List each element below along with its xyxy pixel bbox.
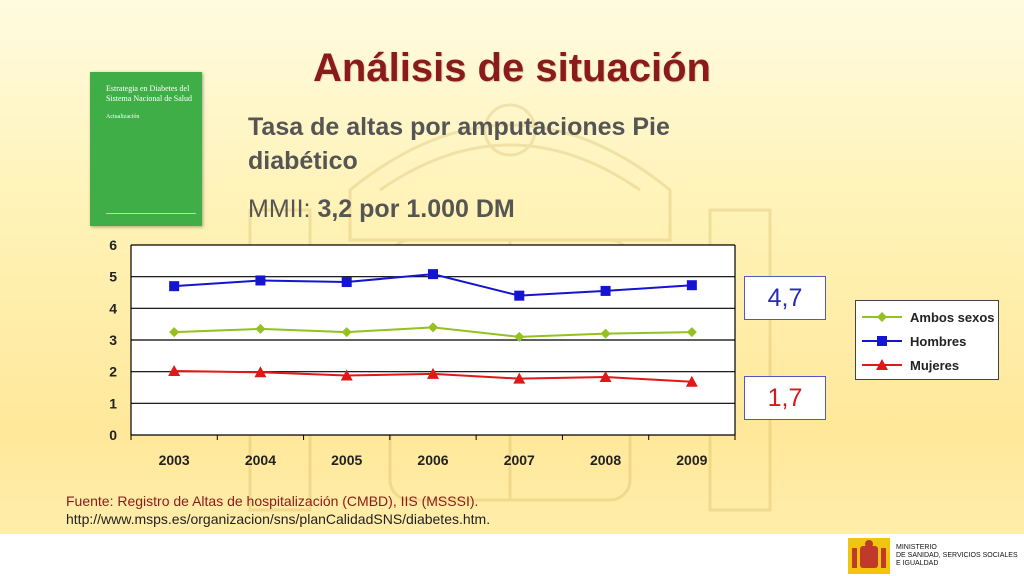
data-point-hombres (341, 277, 352, 288)
legend-label-hombres: Hombres (910, 333, 967, 349)
ministry-line-1: MINISTERIO (896, 544, 937, 551)
ministry-logo: MINISTERIO DE SANIDAD, SERVICIOS SOCIALE… (848, 538, 1024, 574)
ministry-name: MINISTERIO DE SANIDAD, SERVICIOS SOCIALE… (896, 544, 1018, 568)
x-tick-label: 2005 (331, 452, 362, 468)
legend-label-mujeres: Mujeres (910, 357, 960, 373)
ministry-line-2: DE SANIDAD, SERVICIOS SOCIALES (896, 552, 1018, 559)
data-point-hombres (600, 285, 611, 296)
data-point-hombres (514, 290, 525, 301)
data-point-ambos-sexos (341, 327, 352, 338)
legend-swatch-ambos (862, 312, 902, 322)
chart-legend: Ambos sexos Hombres Mujeres (855, 300, 999, 380)
book-subtitle: Actualización (106, 114, 140, 120)
source-link[interactable]: http://www.msps.es/organizacion/sns/plan… (66, 511, 491, 527)
data-point-mujeres (685, 375, 698, 387)
y-tick-label: 5 (109, 269, 117, 285)
data-point-ambos-sexos (255, 323, 266, 334)
legend-label-ambos: Ambos sexos (910, 309, 995, 325)
x-tick-label: 2006 (417, 452, 448, 468)
data-point-mujeres (513, 372, 526, 384)
book-footer-rule (106, 213, 196, 220)
data-point-ambos-sexos (600, 328, 611, 339)
y-tick-label: 0 (109, 427, 117, 443)
data-point-ambos-sexos (514, 331, 525, 342)
legend-item-hombres: Hombres (856, 329, 998, 353)
data-point-mujeres (168, 365, 181, 377)
x-tick-label: 2003 (159, 452, 190, 468)
legend-item-ambos: Ambos sexos (856, 305, 998, 329)
data-point-hombres (428, 269, 438, 280)
strategy-document-cover: Estrategia en Diabetes del Sistema Nacio… (90, 72, 202, 226)
mmii-label: MMII: (248, 195, 311, 223)
slide-subtitle: Tasa de altas por amputaciones Pie diabé… (248, 113, 670, 175)
mujeres-callout: 1,7 (744, 376, 826, 420)
y-tick-label: 3 (109, 332, 117, 348)
ministry-line-3: E IGUALDAD (896, 560, 939, 567)
data-point-hombres (169, 281, 180, 292)
book-title: Estrategia en Diabetes del Sistema Nacio… (106, 84, 192, 103)
x-tick-label: 2008 (590, 452, 621, 468)
legend-swatch-hombres (862, 336, 902, 346)
hombres-callout: 4,7 (744, 276, 826, 320)
slide-title: Análisis de situación (313, 46, 711, 90)
mmii-value: 3,2 por 1.000 DM (317, 195, 515, 223)
data-point-mujeres (427, 367, 439, 379)
y-tick-label: 6 (109, 237, 117, 253)
ministry-crest-icon (848, 538, 890, 574)
legend-item-mujeres: Mujeres (856, 353, 998, 377)
amputation-rate-chart: 0 1 2 3 4 5 6 2003 2004 2005 2006 2007 2008 2009 (109, 237, 736, 468)
y-tick-label: 2 (109, 364, 117, 380)
x-tick-label: 2004 (245, 452, 276, 468)
data-point-hombres (255, 275, 266, 286)
mmii-rate: MMII: 3,2 por 1.000 DM (248, 195, 515, 224)
x-tick-label: 2007 (504, 452, 535, 468)
data-point-mujeres (599, 371, 612, 383)
data-point-mujeres (254, 366, 267, 378)
source-note: Fuente: Registro de Altas de hospitaliza… (66, 492, 490, 528)
data-point-ambos-sexos (428, 322, 438, 333)
source-line-1: Fuente: Registro de Altas de hospitaliza… (66, 493, 479, 509)
data-point-ambos-sexos (169, 327, 180, 338)
y-tick-label: 1 (109, 395, 117, 411)
data-point-ambos-sexos (686, 327, 697, 338)
x-tick-label: 2009 (676, 452, 707, 468)
data-point-hombres (686, 280, 697, 291)
y-tick-label: 4 (109, 300, 117, 316)
legend-swatch-mujeres (862, 359, 902, 370)
data-point-mujeres (340, 369, 353, 381)
